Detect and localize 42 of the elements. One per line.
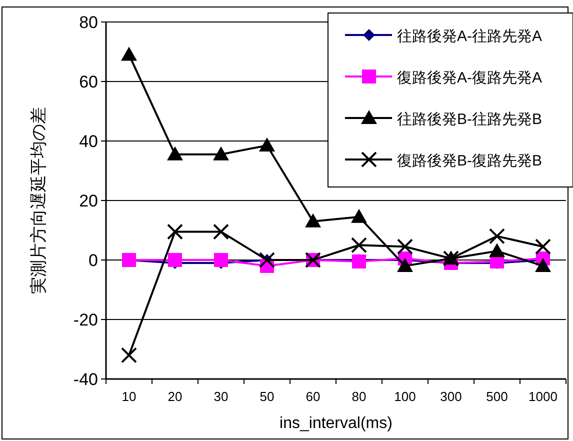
point (351, 208, 367, 223)
point (352, 254, 366, 268)
x-tick-label: 300 (440, 389, 462, 404)
point (121, 347, 137, 364)
point (489, 228, 505, 244)
y-tick-label: -40 (73, 370, 98, 389)
x-tick-label: 500 (486, 389, 508, 404)
x-tick-label: 80 (352, 389, 366, 404)
point (213, 146, 229, 160)
legend-label: 往路後発B-往路先発B (397, 111, 542, 128)
point (535, 258, 551, 272)
x-tick-label: 60 (306, 389, 320, 404)
y-tick-label: 0 (88, 251, 98, 270)
y-tick-label: 20 (79, 192, 98, 210)
point (213, 224, 229, 240)
point (167, 146, 183, 160)
point (259, 137, 275, 152)
point (305, 213, 321, 228)
x-tick-label: 20 (168, 389, 182, 404)
legend-label: 復路後発A-復路先発A (397, 70, 542, 86)
y-tick-label: 40 (79, 132, 98, 151)
legend-label: 往路後発A-往路先発A (397, 28, 542, 45)
point (535, 238, 551, 255)
point (167, 224, 183, 240)
legend-label: 復路後発B-復路先発B (397, 152, 542, 170)
x-tick-label: 10 (122, 389, 136, 404)
point (397, 238, 413, 255)
y-tick-label: -20 (73, 310, 98, 330)
point (489, 243, 505, 258)
y-tick-label: 60 (79, 72, 98, 92)
point (121, 46, 137, 61)
x-tick-label: 30 (214, 389, 228, 404)
point (214, 253, 228, 267)
point (351, 237, 367, 254)
y-tick-label: 80 (79, 13, 98, 32)
x-axis-title: ins_interval(ms) (280, 415, 392, 432)
x-tick-label: 100 (394, 389, 416, 404)
x-tick-label: 50 (260, 389, 274, 404)
x-tick-label: 1000 (528, 389, 558, 404)
y-axis-title: 実測片方向遅延平均の差 (29, 107, 48, 294)
point (397, 258, 413, 272)
point (168, 253, 182, 267)
